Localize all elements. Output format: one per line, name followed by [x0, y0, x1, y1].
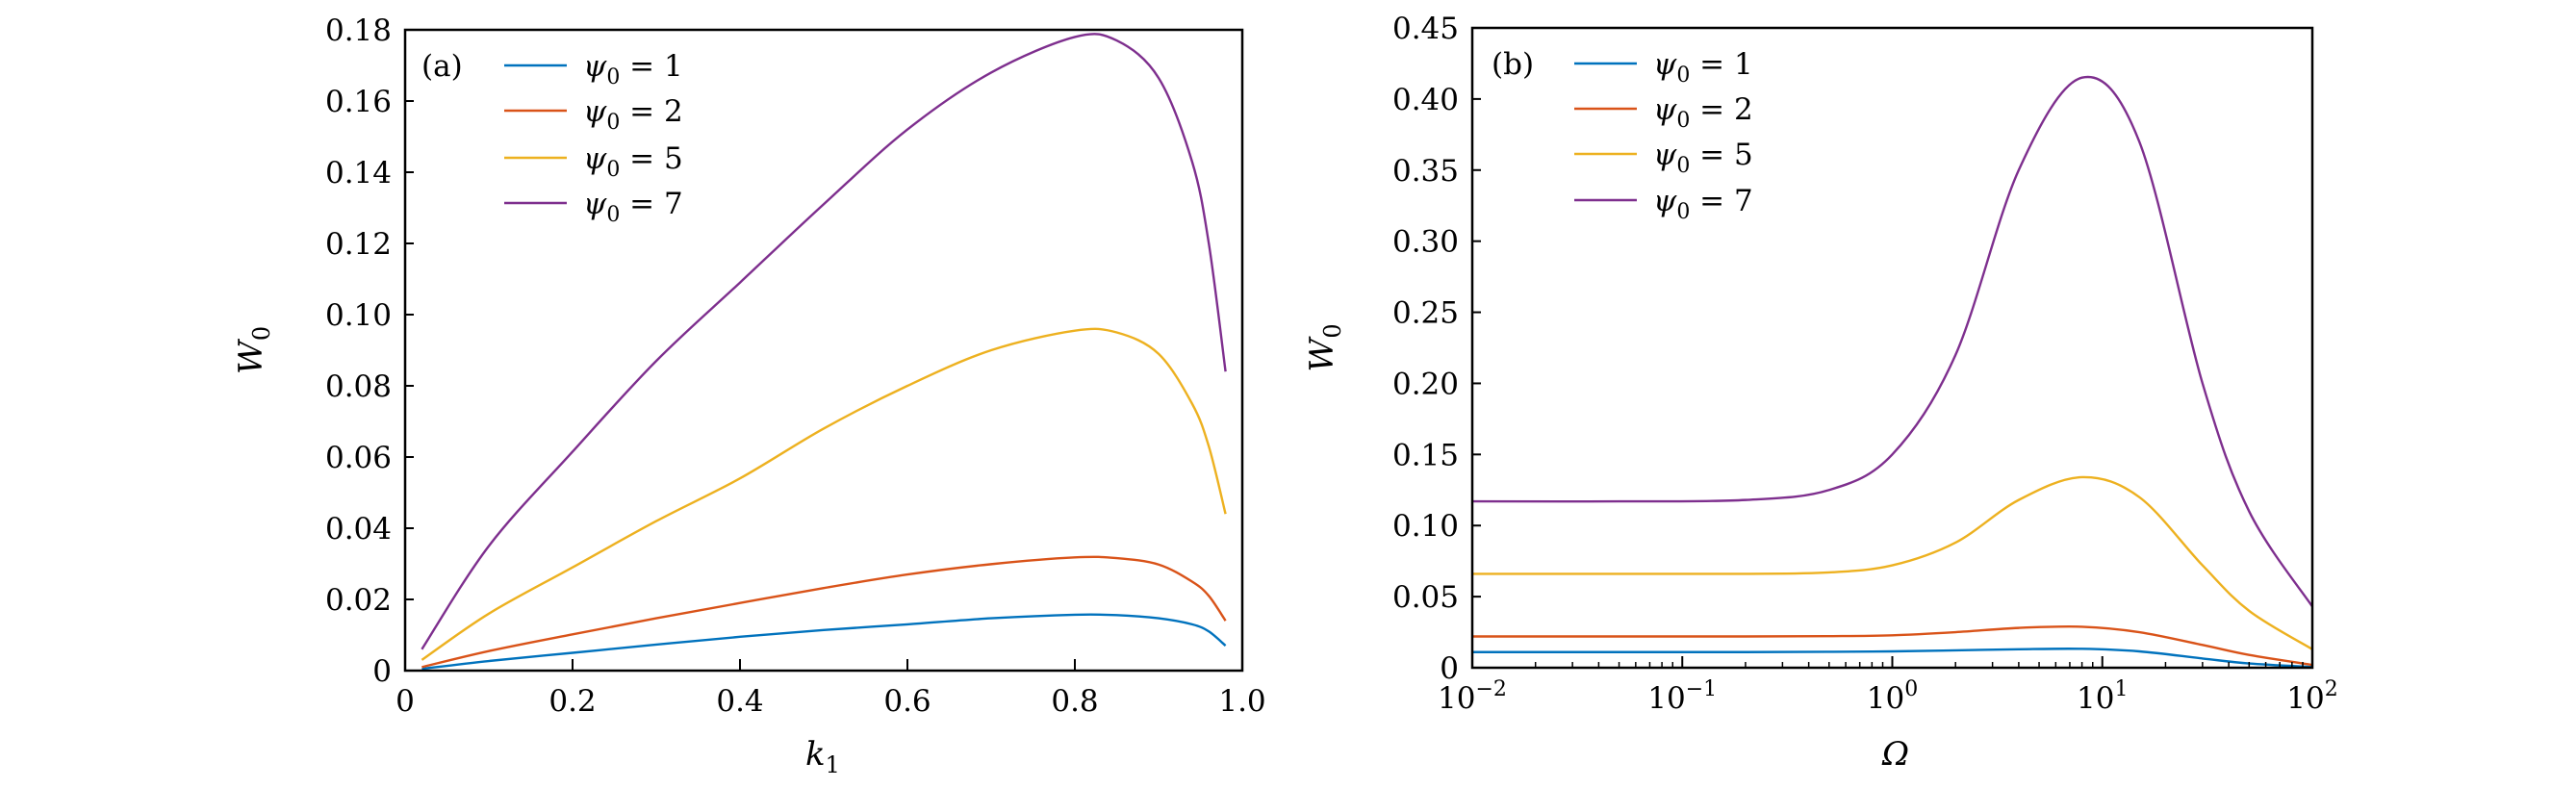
y-tick-label: 0.35 [1392, 154, 1459, 189]
y-tick-label: 0.08 [325, 369, 392, 404]
x-tick-label: 102 [2286, 677, 2337, 716]
panel-label: (b) [1492, 47, 1534, 82]
y-tick-label: 0.16 [325, 85, 392, 119]
x-tick-label: 0 [395, 684, 415, 719]
legend-entry-1: ψ0 = 2 [1653, 92, 1753, 133]
legend-entry-3: ψ0 = 7 [583, 187, 683, 227]
y-tick-label: 0.15 [1392, 438, 1459, 472]
y-tick-label: 0.10 [1392, 509, 1459, 544]
x-tick-label: 10−2 [1438, 677, 1507, 716]
legend-entry-0: ψ0 = 1 [583, 49, 683, 89]
axes-frame [1470, 26, 2314, 670]
legend: ψ0 = 1ψ0 = 2 ψ0 = 5 ψ0 = 7 [1574, 47, 1753, 224]
legend-entry-0: ψ0 = 1 [1653, 47, 1753, 88]
y-tick-label: 0 [1440, 651, 1459, 686]
x-tick-label: 0.4 [716, 684, 763, 719]
y-tick-label: 0.40 [1392, 83, 1459, 117]
panel-label: (a) [421, 49, 463, 84]
panel-a: 0 0.02 0.04 0.06 0.08 0.10 0.12 0.14 0.16 0.18 0 0.… [232, 13, 1266, 778]
y-tick-label: 0.45 [1392, 12, 1459, 46]
legend-entry-2: ψ0 = 5 [1653, 138, 1753, 178]
y-tick-label: 0 [372, 654, 392, 689]
y-tick-label: 0.05 [1392, 580, 1459, 615]
x-tick-label: 0.6 [883, 684, 931, 719]
x-axis-label: k1 [805, 735, 840, 778]
y-tick-label: 0.14 [325, 156, 392, 191]
y-tick-label: 0.18 [325, 13, 392, 48]
series-line-3 [1471, 75, 2313, 608]
y-axis-label: W0 [232, 326, 275, 374]
x-tick-label: 0.8 [1051, 684, 1098, 719]
x-tick-label: 101 [2077, 677, 2128, 716]
x-tick-label: 1.0 [1218, 684, 1265, 719]
series-line-2 [1472, 475, 2313, 650]
x-tick-label: 10−1 [1647, 677, 1717, 716]
axes-frame [403, 28, 1244, 673]
y-tick-label: 0.04 [325, 512, 392, 547]
series-line-1 [1472, 624, 2313, 667]
y-tick-label: 0.20 [1392, 367, 1459, 401]
y-axis-label: W0 [1303, 323, 1346, 371]
x-tick-label: 0.2 [548, 684, 596, 719]
panel-b: 0 0.05 0.10 0.15 0.20 0.25 0.30 0.35 0.40 0.45 10−… [1303, 12, 2338, 774]
y-tick-label: 0.30 [1392, 225, 1459, 260]
legend-entry-1: ψ0 = 2 [583, 94, 683, 135]
legend-entry-3: ψ0 = 7 [1653, 184, 1753, 224]
y-tick-label: 0.12 [325, 227, 392, 262]
legend-entry-2: ψ0 = 5 [583, 141, 683, 182]
y-tick-label: 0.25 [1392, 296, 1459, 331]
y-tick-label: 0.10 [325, 298, 392, 333]
series-line-2 [421, 327, 1227, 661]
series-line-0 [1471, 648, 2313, 669]
series-line-3 [421, 33, 1227, 650]
y-tick-label: 0.06 [325, 441, 392, 475]
y-tick-label: 0.02 [325, 583, 392, 618]
x-tick-label: 100 [1867, 677, 1918, 716]
series-line-1 [421, 555, 1227, 669]
series-line-0 [421, 613, 1227, 671]
legend: ψ0 = 1 ψ0 = 2 ψ0 = 5 ψ0 = 7 [504, 49, 683, 227]
x-axis-label: Ω [1881, 735, 1909, 774]
